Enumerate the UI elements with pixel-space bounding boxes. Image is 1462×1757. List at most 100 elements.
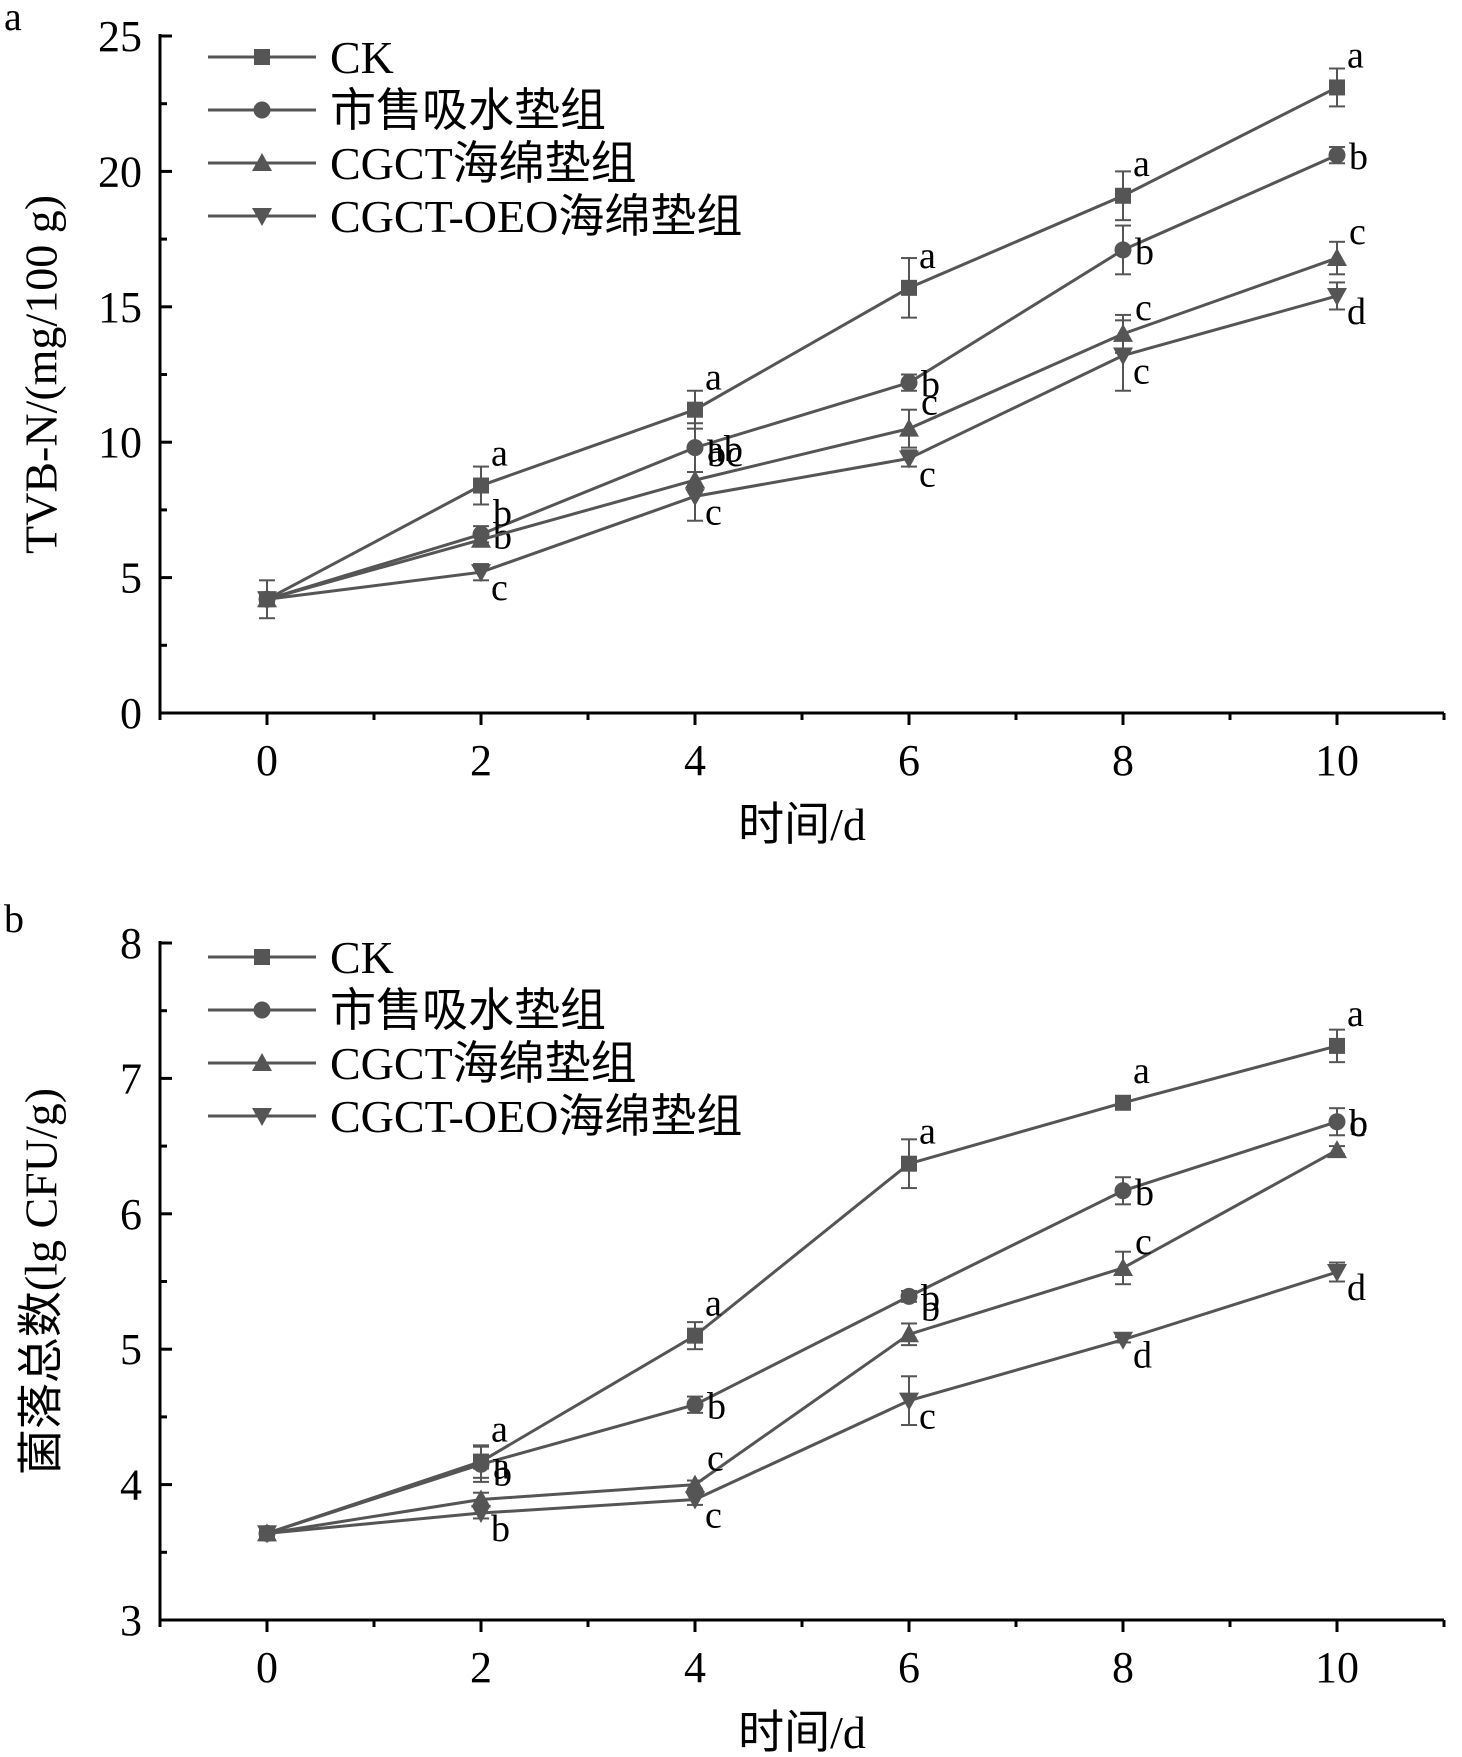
x-tick-label: 0 <box>256 736 278 785</box>
data-point <box>1115 1094 1131 1111</box>
data-point <box>685 1474 705 1493</box>
series-line <box>266 1120 1338 1535</box>
x-tick-label: 6 <box>898 736 920 785</box>
legend-marker <box>253 101 271 119</box>
data-point <box>1327 287 1347 306</box>
y-tick-label: 0 <box>120 689 142 738</box>
significance-letter: b <box>493 493 512 535</box>
significance-letter: b <box>921 1277 940 1319</box>
significance-letter: c <box>705 491 722 533</box>
data-point <box>472 1455 490 1473</box>
significance-letter: c <box>1135 287 1152 329</box>
y-axis-title: TVB-N/(mg/100 g) <box>16 195 67 554</box>
series-line <box>266 1148 1338 1535</box>
series-line <box>266 153 1338 601</box>
legend-label: CK <box>330 932 394 983</box>
series-line <box>266 256 1338 601</box>
data-point <box>899 450 919 469</box>
significance-letter: c <box>919 453 936 495</box>
x-tick-label: 6 <box>898 1643 920 1692</box>
y-tick-label: 3 <box>120 1596 142 1645</box>
significance-letter: c <box>919 1396 936 1438</box>
panel-label: a <box>4 0 22 39</box>
significance-letter: b <box>491 1508 510 1550</box>
x-tick-label: 4 <box>684 736 706 785</box>
data-point <box>1327 1140 1347 1159</box>
significance-letter: b <box>1135 231 1154 273</box>
significance-letter: d <box>1133 1335 1152 1377</box>
significance-letter: c <box>705 1494 722 1536</box>
significance-letter: a <box>493 1445 510 1487</box>
data-point <box>686 439 704 457</box>
x-tick-label: 8 <box>1112 1643 1134 1692</box>
data-point <box>899 1324 919 1343</box>
x-tick-label: 8 <box>1112 736 1134 785</box>
significance-letter: c <box>1349 1103 1366 1145</box>
significance-letter: c <box>921 382 938 424</box>
significance-letter: d <box>1347 291 1366 333</box>
data-point <box>1329 79 1345 96</box>
panel-label: b <box>4 896 24 941</box>
series-line <box>266 1270 1338 1535</box>
significance-letter: a <box>1347 34 1364 76</box>
significance-letter: b <box>493 1452 512 1494</box>
y-tick-label: 10 <box>98 418 142 467</box>
legend-entry: CK <box>208 32 394 83</box>
y-axis-title: 菌落总数(lg CFU/g) <box>16 1088 67 1475</box>
legend-marker <box>252 1108 272 1126</box>
x-tick-label: 10 <box>1315 736 1359 785</box>
legend-label: CK <box>330 32 394 83</box>
data-point <box>1114 241 1132 259</box>
legend-marker <box>252 1053 272 1071</box>
data-point <box>1113 1331 1133 1350</box>
data-point <box>473 477 489 494</box>
legend-marker <box>254 949 270 965</box>
significance-letter: a <box>705 357 722 399</box>
y-tick-label: 6 <box>120 1190 142 1239</box>
data-point <box>471 1505 491 1524</box>
legend-label: CGCT-OEO海绵垫组 <box>330 191 742 242</box>
significance-letter: a <box>491 1409 508 1451</box>
legend-label: CGCT-OEO海绵垫组 <box>330 1091 742 1142</box>
series-line <box>266 86 1338 601</box>
y-tick-label: 15 <box>98 283 142 332</box>
data-point <box>687 1327 703 1344</box>
legend-entry: CGCT海绵垫组 <box>208 138 637 189</box>
significance-letter: ab <box>707 429 743 471</box>
data-point <box>257 1525 277 1544</box>
y-tick-label: 25 <box>98 12 142 61</box>
significance-letter: b <box>1135 1172 1154 1214</box>
data-point <box>471 564 491 583</box>
data-point <box>1113 347 1133 366</box>
data-point <box>1327 1264 1347 1283</box>
data-point <box>900 374 918 392</box>
x-tick-label: 2 <box>470 1643 492 1692</box>
data-point <box>1329 1037 1345 1054</box>
data-point <box>471 529 491 548</box>
x-tick-label: 2 <box>470 736 492 785</box>
significance-letter: bc <box>707 433 743 475</box>
legend-entry: 市售吸水垫组 <box>208 85 606 136</box>
data-point <box>1327 248 1347 267</box>
significance-letter: d <box>1347 1267 1366 1309</box>
y-tick-label: 5 <box>120 554 142 603</box>
significance-letter: a <box>491 433 508 475</box>
significance-letter: b <box>921 1287 940 1329</box>
legend-entry: CK <box>208 932 394 983</box>
y-tick-label: 8 <box>120 919 142 968</box>
data-point <box>901 1155 917 1172</box>
significance-letter: c <box>707 1438 724 1480</box>
data-point <box>1114 1182 1132 1200</box>
significance-letter: c <box>1133 351 1150 393</box>
significance-letter: c <box>1349 211 1366 253</box>
data-point <box>257 591 277 610</box>
data-point <box>685 1491 705 1510</box>
significance-letter: b <box>1349 136 1368 178</box>
significance-letter: b <box>707 1386 726 1428</box>
y-tick-label: 5 <box>120 1325 142 1374</box>
